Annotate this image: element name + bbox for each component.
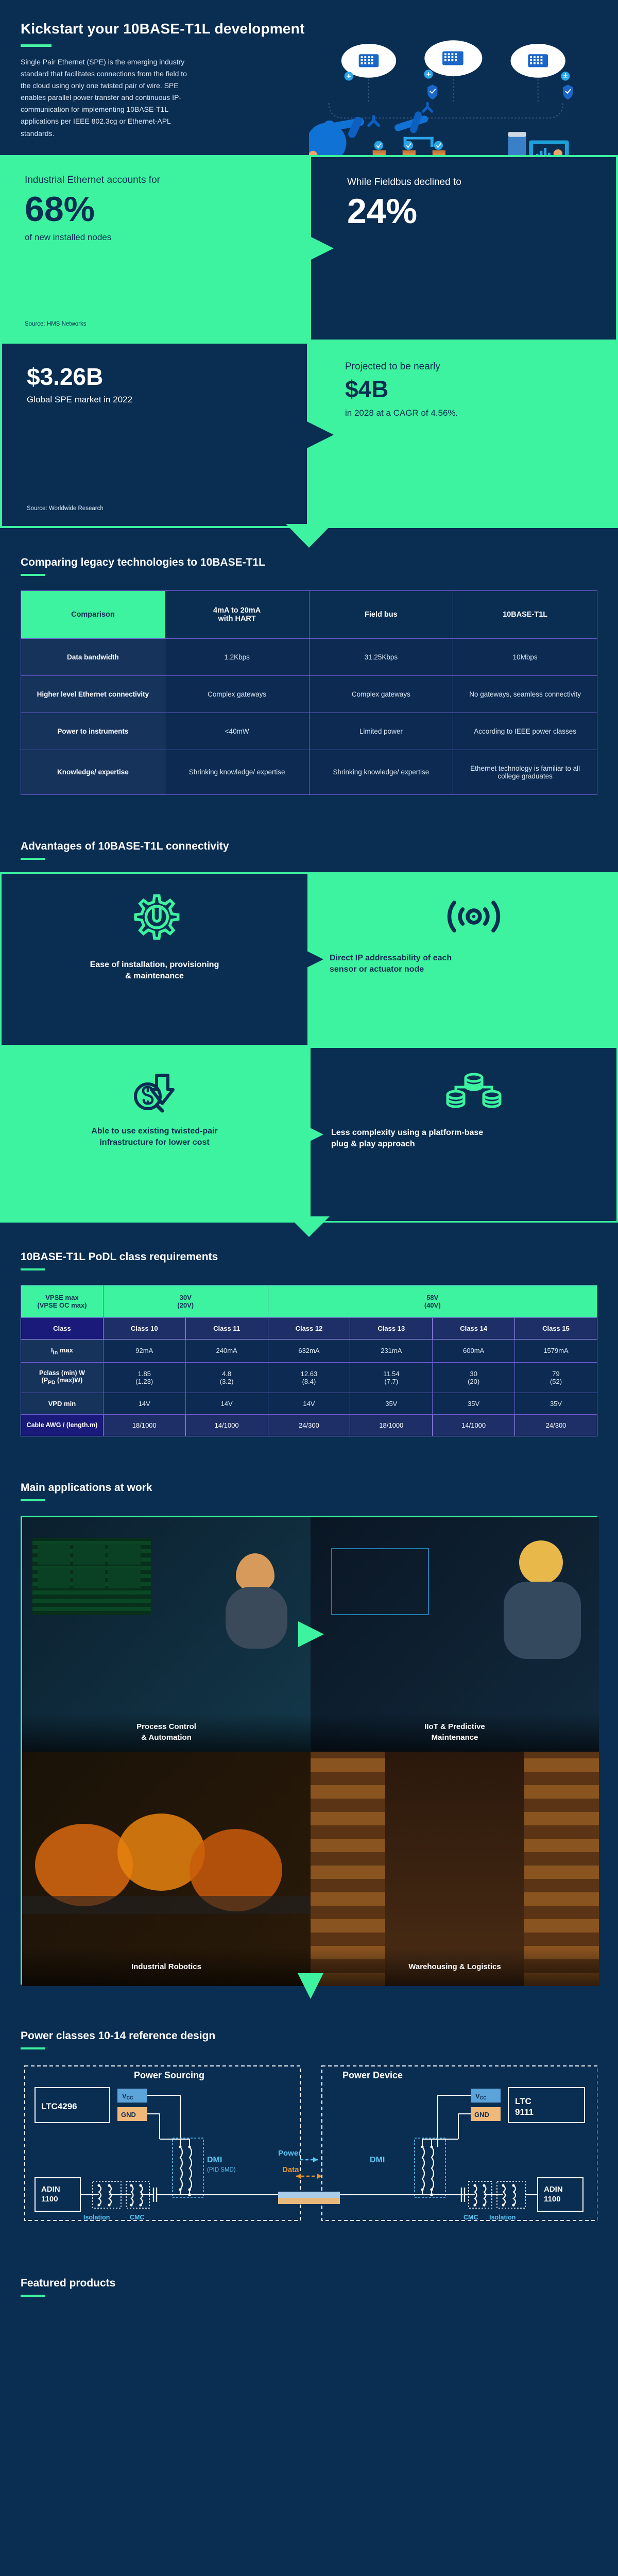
svg-text:9111: 9111 bbox=[515, 2107, 534, 2117]
svg-text:Data: Data bbox=[282, 2165, 299, 2174]
svg-text:Isolation: Isolation bbox=[83, 2214, 110, 2221]
svg-text:Isolation: Isolation bbox=[489, 2214, 516, 2221]
svg-text:Power Sourcing: Power Sourcing bbox=[134, 2070, 204, 2080]
svg-text:GND: GND bbox=[121, 2111, 136, 2119]
svg-text:ADIN: ADIN bbox=[41, 2185, 60, 2194]
svg-text:(PID SMD): (PID SMD) bbox=[207, 2167, 236, 2173]
svg-text:Power: Power bbox=[278, 2149, 301, 2158]
svg-text:DMI: DMI bbox=[370, 2156, 385, 2164]
svg-text:1100: 1100 bbox=[41, 2195, 58, 2204]
svg-text:CMC: CMC bbox=[130, 2214, 144, 2221]
svg-text:LTC4296: LTC4296 bbox=[41, 2102, 77, 2111]
svg-text:CMC: CMC bbox=[464, 2214, 478, 2221]
svg-text:1100: 1100 bbox=[544, 2195, 561, 2204]
svg-text:Power Device: Power Device bbox=[342, 2070, 403, 2080]
svg-text:LTC: LTC bbox=[515, 2096, 531, 2106]
svg-text:ADIN: ADIN bbox=[544, 2185, 563, 2194]
svg-text:GND: GND bbox=[474, 2111, 489, 2119]
svg-text:DMI: DMI bbox=[207, 2156, 222, 2164]
